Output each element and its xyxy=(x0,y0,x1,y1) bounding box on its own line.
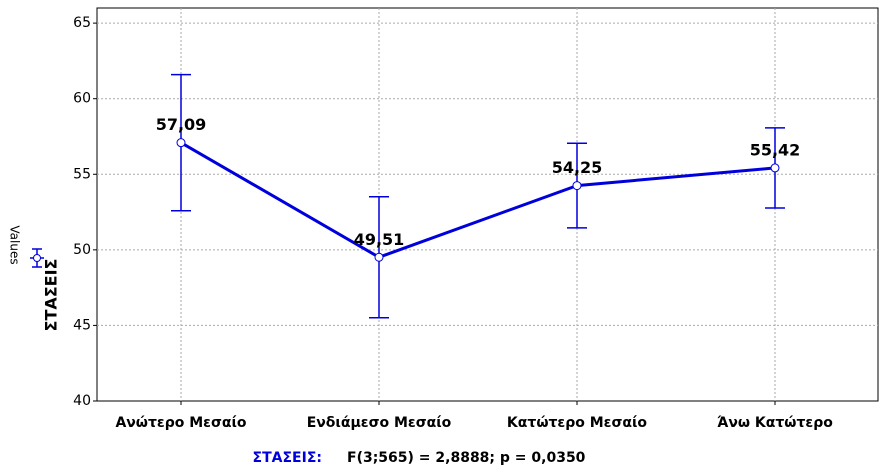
value-label: 55,42 xyxy=(750,140,801,159)
y-tick-label: 60 xyxy=(73,91,91,107)
y-tick-label: 50 xyxy=(73,242,91,258)
value-label: 49,51 xyxy=(354,230,405,249)
value-label: 54,25 xyxy=(552,158,603,177)
y-tick-label: 65 xyxy=(73,15,91,31)
value-label: 57,09 xyxy=(156,115,207,134)
footer-stats: F(3;565) = 2,8888; p = 0,0350 xyxy=(347,450,586,466)
y-tick-label: 55 xyxy=(73,166,91,182)
x-tick-label: Άνω Κατώτερο xyxy=(717,415,833,431)
x-tick-label: Ανώτερο Μεσαίο xyxy=(115,415,246,431)
legend-label: ΣΤΑΣΕΙΣ xyxy=(42,259,61,332)
series-line xyxy=(180,141,776,259)
y-tick-label: 40 xyxy=(73,393,91,409)
point xyxy=(374,252,384,262)
point xyxy=(572,181,582,191)
x-tick-label: Ενδιάμεσο Μεσαίο xyxy=(307,415,452,431)
plot-frame xyxy=(96,7,879,402)
point xyxy=(770,163,780,173)
y-axis-label: Values xyxy=(8,225,22,264)
x-tick-label: Κατώτερο Μεσαίο xyxy=(507,415,648,431)
footer-factor: ΣΤΑΣΕΙΣ: xyxy=(253,450,322,466)
y-tick-label: 45 xyxy=(73,317,91,333)
legend-marker xyxy=(30,248,44,268)
point xyxy=(176,138,186,148)
